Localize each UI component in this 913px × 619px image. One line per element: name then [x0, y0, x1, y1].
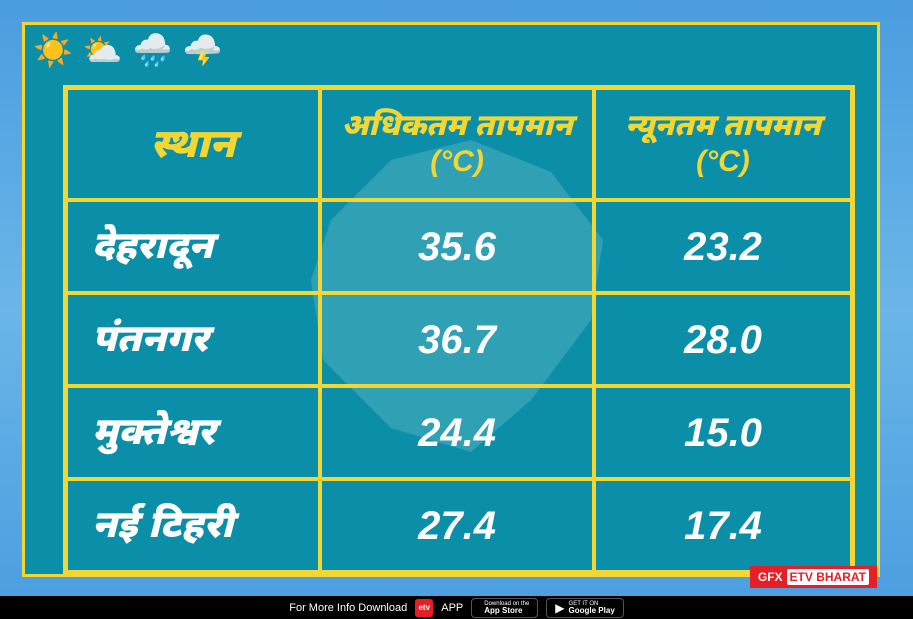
table-row: पंतनगर 36.7 28.0 [66, 293, 852, 386]
play-icon: ▶ [555, 602, 564, 614]
sun-icon: ☀️ [33, 31, 73, 69]
app-logo-icon: etv [415, 599, 433, 617]
appstore-bottom: App Store [484, 607, 529, 615]
header-max-temp: अधिकतम तापमान (°C) [320, 88, 594, 200]
footer-text: For More Info Download [289, 602, 407, 614]
header-location: स्थान [66, 88, 320, 200]
rain-cloud-icon: 🌧️ [133, 31, 173, 69]
footer-bar: For More Info Download etv APP Download … [0, 596, 913, 619]
gfx-label: GFX [758, 570, 783, 584]
cell-max: 27.4 [320, 479, 594, 572]
cell-min: 23.2 [594, 200, 852, 293]
cell-max: 36.7 [320, 293, 594, 386]
table-row: मुक्तेश्वर 24.4 15.0 [66, 386, 852, 479]
header-min-temp: न्यूनतम तापमान (°C) [594, 88, 852, 200]
table-row: नई टिहरी 27.4 17.4 [66, 479, 852, 572]
table-header-row: स्थान अधिकतम तापमान (°C) न्यूनतम तापमान … [66, 88, 852, 200]
cell-max: 35.6 [320, 200, 594, 293]
cell-location: नई टिहरी [66, 479, 320, 572]
temperature-table: स्थान अधिकतम तापमान (°C) न्यूनतम तापमान … [63, 85, 855, 575]
app-store-badge[interactable]: Download on the App Store [471, 598, 538, 618]
thunder-cloud-icon: 🌩️ [183, 31, 223, 69]
weather-icons-row: ☀️ ⛅ 🌧️ 🌩️ [33, 31, 222, 69]
cell-min: 28.0 [594, 293, 852, 386]
cell-min: 15.0 [594, 386, 852, 479]
cell-max: 24.4 [320, 386, 594, 479]
cell-location: पंतनगर [66, 293, 320, 386]
footer-app-label: APP [441, 602, 463, 614]
play-store-badge[interactable]: ▶ GET IT ON Google Play [546, 598, 623, 618]
cell-location: मुक्तेश्वर [66, 386, 320, 479]
table-row: देहरादून 35.6 23.2 [66, 200, 852, 293]
sun-cloud-icon: ⛅ [83, 31, 123, 69]
cell-location: देहरादून [66, 200, 320, 293]
gfx-brand-badge: GFX ETV BHARAT [750, 566, 877, 588]
brand-label: ETV BHARAT [787, 569, 869, 585]
playstore-bottom: Google Play [569, 607, 615, 615]
cell-min: 17.4 [594, 479, 852, 572]
weather-panel: ☀️ ⛅ 🌧️ 🌩️ स्थान अधिकतम तापमान (°C) न्यू… [22, 22, 880, 577]
